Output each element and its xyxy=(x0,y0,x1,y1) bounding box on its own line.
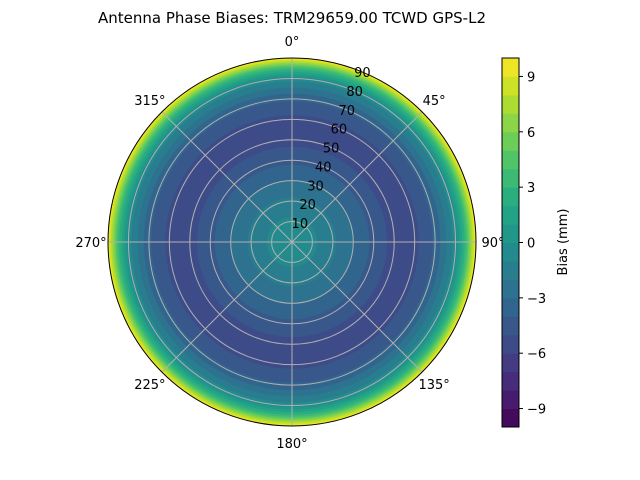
radial-tick-label: 80 xyxy=(346,85,363,100)
angular-tick-label: 225° xyxy=(134,378,165,393)
colorbar-level xyxy=(502,94,519,114)
angular-tick-label: 90° xyxy=(481,236,504,251)
colorbar-level xyxy=(502,371,519,391)
colorbar-tick-label: 9 xyxy=(527,70,535,85)
colorbar-level xyxy=(502,390,519,410)
colorbar-level xyxy=(502,242,519,262)
colorbar-level xyxy=(502,58,519,77)
colorbar-level xyxy=(502,187,519,207)
angular-tick-label: 135° xyxy=(418,378,449,393)
colorbar-level xyxy=(502,353,519,373)
radial-tick-label: 60 xyxy=(331,123,348,138)
radial-tick-label: 50 xyxy=(323,142,340,157)
colorbar-level xyxy=(502,76,519,96)
angular-tick-labels: 0° 45° 90° 135° 180° 225° 270° 315° xyxy=(75,35,504,452)
polar-frame xyxy=(107,57,477,427)
radial-tick-labels: 10 20 30 40 50 60 70 80 90 xyxy=(292,66,371,232)
colorbar-tick-label: 3 xyxy=(527,181,535,196)
colorbar-tick-label: 0 xyxy=(527,237,535,252)
chart-title: Antenna Phase Biases: TRM29659.00 TCWD G… xyxy=(98,9,486,27)
angular-tick-label: 180° xyxy=(276,437,307,452)
colorbar-level xyxy=(502,297,519,317)
angular-tick-label: 45° xyxy=(423,94,446,109)
angular-gridline xyxy=(291,111,423,243)
polar-grid xyxy=(107,57,477,427)
radial-tick-label: 90 xyxy=(354,66,371,81)
colorbar-tick-label: 6 xyxy=(527,126,535,141)
colorbar-level xyxy=(502,334,519,354)
colorbar-tick-label: −6 xyxy=(527,347,546,362)
colorbar-level xyxy=(502,205,519,225)
radial-tick-label: 20 xyxy=(299,198,316,213)
radial-tick-label: 70 xyxy=(338,104,355,119)
angular-tick-label: 0° xyxy=(285,35,300,50)
colorbar-level xyxy=(502,150,519,170)
radial-tick-label: 10 xyxy=(292,217,309,232)
angular-gridline xyxy=(291,241,423,373)
colorbar-level xyxy=(502,131,519,151)
colorbar-level xyxy=(502,408,519,428)
colorbar-level xyxy=(502,260,519,280)
colorbar-tick-label: −3 xyxy=(527,292,546,307)
colorbar-level xyxy=(502,224,519,243)
colorbar: −9 −6 −3 0 3 6 9 xyxy=(501,57,546,428)
colorbar-level xyxy=(502,316,519,336)
angular-tick-label: 270° xyxy=(75,236,106,251)
colorbar-level xyxy=(502,113,519,133)
colorbar-level xyxy=(502,168,519,188)
colorbar-level xyxy=(502,279,519,299)
radial-tick-label: 30 xyxy=(307,179,324,194)
colorbar-label: Bias (mm) xyxy=(556,209,571,276)
radial-tick-label: 40 xyxy=(315,160,332,175)
colorbar-tick-label: −9 xyxy=(527,403,546,418)
angular-gridline xyxy=(161,111,293,243)
angular-gridline xyxy=(161,241,293,373)
angular-tick-label: 315° xyxy=(134,94,165,109)
